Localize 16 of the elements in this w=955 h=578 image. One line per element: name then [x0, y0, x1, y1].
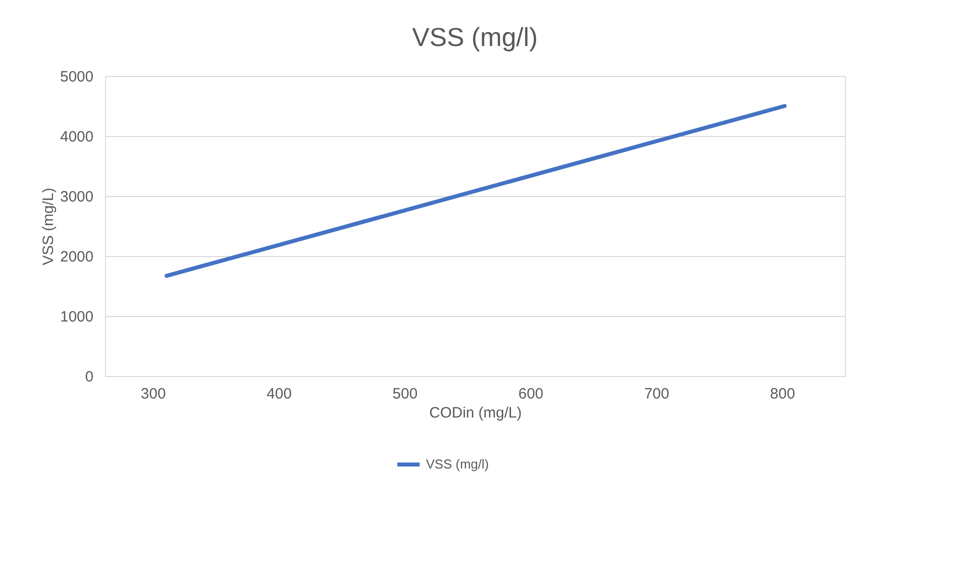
y-tick-label: 1000 — [60, 308, 94, 326]
x-tick-label: 300 — [140, 386, 166, 402]
x-tick-label: 500 — [392, 386, 418, 402]
y-tick-label: 3000 — [60, 188, 94, 206]
y-tick-label: 5000 — [60, 68, 94, 86]
x-tick-label: 800 — [770, 386, 796, 402]
x-tick-label: 700 — [644, 386, 670, 402]
x-tick-label: 400 — [266, 386, 292, 402]
x-tick-label: 600 — [518, 386, 544, 402]
y-tick-label: 0 — [85, 368, 94, 386]
x-axis-title: CODin (mg/L) — [429, 404, 522, 422]
y-tick-label: 2000 — [60, 248, 94, 266]
y-axis-title: VSS (mg/L) — [40, 188, 58, 266]
y-tick-label: 4000 — [60, 128, 94, 146]
legend-label: VSS (mg/l) — [426, 456, 489, 472]
chart-title: VSS (mg/l) — [412, 22, 538, 52]
